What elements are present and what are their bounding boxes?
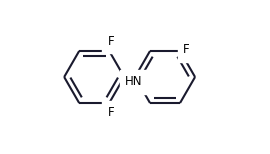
- Text: F: F: [183, 43, 190, 56]
- Text: HN: HN: [125, 75, 143, 88]
- Text: F: F: [107, 106, 114, 119]
- Text: F: F: [107, 35, 114, 48]
